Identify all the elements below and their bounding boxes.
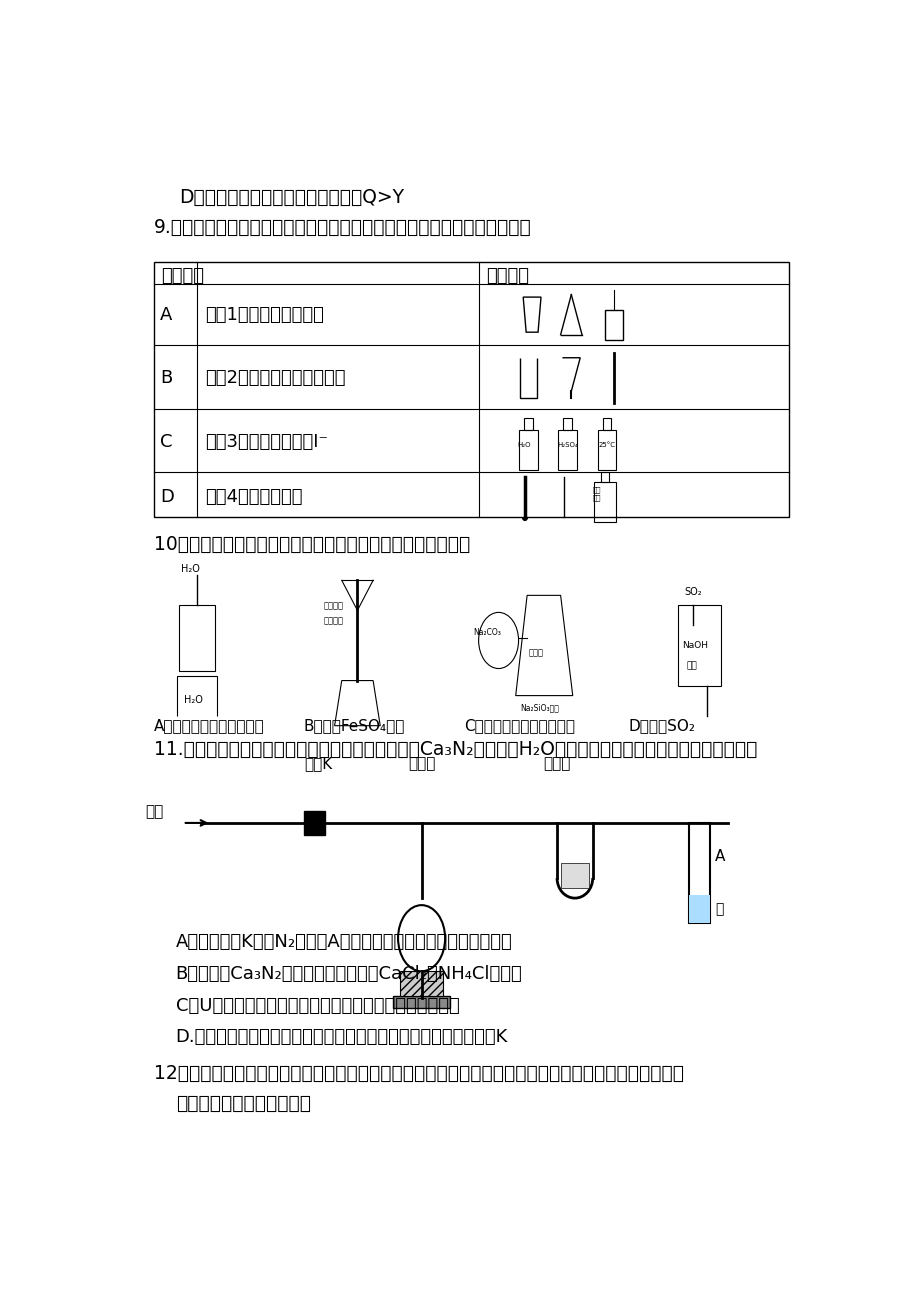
Text: C．U形管中盛放的干燥剂可以是碱石灰，但不能用浓硫酸: C．U形管中盛放的干燥剂可以是碱石灰，但不能用浓硫酸 — [176, 997, 459, 1016]
Text: 酸性高锰: 酸性高锰 — [323, 602, 343, 611]
Bar — [560, 863, 588, 888]
Text: H₂O: H₂O — [184, 695, 203, 704]
Bar — [518, 430, 538, 470]
Text: A: A — [715, 849, 725, 865]
Text: H₂O: H₂O — [181, 564, 200, 574]
Text: Na₂SiO₃溶液: Na₂SiO₃溶液 — [519, 703, 558, 712]
Text: 步骤2：将海带灰溶解、过滤: 步骤2：将海带灰溶解、过滤 — [205, 368, 346, 387]
Text: 氮气: 氮气 — [145, 803, 164, 819]
Text: A．打开活塞K通入N₂，试管A内有气泡产生，说明装置气密性良好: A．打开活塞K通入N₂，试管A内有气泡产生，说明装置气密性良好 — [176, 934, 512, 952]
Bar — [558, 430, 576, 470]
Text: 列说法错误的是　　（　）: 列说法错误的是 （ ） — [176, 1094, 311, 1113]
Text: 实验步骤: 实验步骤 — [161, 267, 204, 285]
Text: A．检验气体是否易溶于水: A．检验气体是否易溶于水 — [154, 717, 265, 733]
Text: H₂O: H₂O — [517, 441, 531, 448]
Text: D: D — [160, 488, 174, 506]
Text: H₂SO₄: H₂SO₄ — [557, 441, 577, 448]
Text: 11.某学习小组拟用如图装置制备氮化钙（化学式为Ca₃N₂，极易与H₂O反应），下列说法不正确的是　　（　）: 11.某学习小组拟用如图装置制备氮化钙（化学式为Ca₃N₂，极易与H₂O反应），… — [154, 740, 756, 759]
Text: C: C — [160, 434, 172, 450]
Text: SO₂: SO₂ — [683, 587, 701, 598]
Text: 步骤4：检验碘元素: 步骤4：检验碘元素 — [205, 488, 302, 506]
Text: 25°C: 25°C — [597, 441, 615, 448]
Text: 水: 水 — [715, 902, 723, 917]
Text: 步骤3：氧化滤液中的I⁻: 步骤3：氧化滤液中的I⁻ — [205, 434, 328, 450]
Bar — [600, 473, 608, 482]
Text: 淀粉
溶液: 淀粉 溶液 — [592, 487, 600, 501]
Bar — [605, 310, 622, 340]
Text: 酸钾溶液: 酸钾溶液 — [323, 616, 343, 625]
Text: 干燥剂: 干燥剂 — [543, 755, 570, 771]
Text: 活塞K: 活塞K — [304, 755, 332, 771]
Bar — [688, 894, 709, 923]
Text: 实验用品: 实验用品 — [485, 267, 528, 285]
Bar — [597, 430, 616, 470]
Text: B: B — [160, 368, 172, 387]
Text: D.反应结束后，先熄灭酒精灯，待反应管冷却至室温后再关闭活塞K: D.反应结束后，先熄灭酒精灯，待反应管冷却至室温后再关闭活塞K — [176, 1029, 507, 1047]
Bar — [602, 418, 610, 430]
Text: 稀硝酸: 稀硝酸 — [528, 648, 543, 658]
Text: 9.用灼烧法证明海带中含有碘元素，各步骤选用的实验用品不必都用到的是: 9.用灼烧法证明海带中含有碘元素，各步骤选用的实验用品不必都用到的是 — [154, 219, 531, 237]
Text: A: A — [160, 306, 172, 324]
Bar — [688, 823, 709, 923]
Text: D．元素形成的气态氢化物稳定性：Q>Y: D．元素形成的气态氢化物稳定性：Q>Y — [179, 189, 403, 207]
Bar — [677, 605, 720, 686]
Text: 溶液: 溶液 — [686, 661, 697, 671]
Text: 金属钙: 金属钙 — [407, 755, 435, 771]
Text: D．收集SO₂: D．收集SO₂ — [628, 717, 695, 733]
Bar — [392, 996, 449, 1008]
Text: B．滴定FeSO₄溶液: B．滴定FeSO₄溶液 — [303, 717, 405, 733]
Text: NaOH: NaOH — [681, 642, 707, 651]
Bar — [179, 605, 215, 671]
Text: 步骤1：将海带灼烧灰化: 步骤1：将海带灼烧灰化 — [205, 306, 324, 324]
Text: 12．铜板上铁铆钉长期暴露在潮湿的空气中，形成一层弱酸性水膜后铁铆钉会被腐蚀，示意图如右图。下: 12．铜板上铁铆钉长期暴露在潮湿的空气中，形成一层弱酸性水膜后铁铆钉会被腐蚀，示… — [154, 1064, 684, 1082]
Bar — [524, 418, 532, 430]
Bar — [562, 418, 572, 430]
Bar — [303, 811, 325, 835]
Text: B．将产物Ca₃N₂放入盐酸中，能得到CaCl₂和NH₄Cl两种盐: B．将产物Ca₃N₂放入盐酸中，能得到CaCl₂和NH₄Cl两种盐 — [176, 965, 522, 983]
Text: C．证明碳酸酸性比硅酸强: C．证明碳酸酸性比硅酸强 — [464, 717, 574, 733]
Bar — [594, 482, 615, 522]
Bar — [154, 262, 788, 517]
Text: Na₂CO₃: Na₂CO₃ — [472, 629, 500, 638]
Bar — [400, 971, 443, 996]
Text: 10．下列有关实验原理、装置、操作或结论的描述中正确的是: 10．下列有关实验原理、装置、操作或结论的描述中正确的是 — [154, 535, 470, 555]
